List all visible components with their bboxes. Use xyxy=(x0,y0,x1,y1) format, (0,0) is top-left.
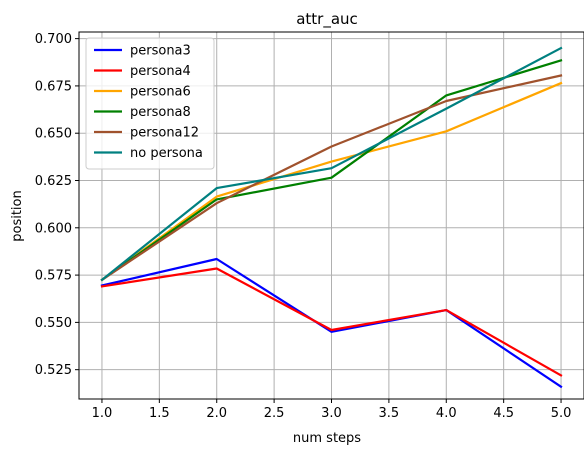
y-tick-label: 0.525 xyxy=(35,363,72,378)
series-line-persona3 xyxy=(100,257,563,389)
x-tick-label: 4.0 xyxy=(436,406,457,421)
legend-label: no persona xyxy=(130,146,203,161)
legend: persona3 persona4 persona6 persona8 persona1… xyxy=(85,37,215,170)
y-tick-label: 0.550 xyxy=(35,316,72,331)
x-tick-label: 2.0 xyxy=(206,406,227,421)
x-tick-label: 3.5 xyxy=(379,406,400,421)
x-axis-label: num steps xyxy=(293,431,361,446)
grid xyxy=(79,32,584,399)
legend-label: persona8 xyxy=(130,105,191,120)
y-axis-ticks: 0.525 0.550 0.575 0.600 0.625 0.650 0.675 0.700 xyxy=(35,32,79,378)
legend-label: persona4 xyxy=(130,64,191,79)
series-line-persona6 xyxy=(100,81,563,282)
legend-label: persona12 xyxy=(130,126,199,141)
x-tick-label: 3.0 xyxy=(321,406,342,421)
series-line-persona12 xyxy=(100,74,563,282)
y-tick-label: 0.675 xyxy=(35,79,72,94)
series-line-persona8 xyxy=(100,59,563,282)
series-line-no-persona xyxy=(100,46,563,282)
y-tick-label: 0.575 xyxy=(35,269,72,284)
series-lines xyxy=(100,46,563,389)
x-tick-label: 1.5 xyxy=(149,406,170,421)
y-axis-label: position xyxy=(10,190,25,242)
chart-title: attr_auc xyxy=(296,10,358,29)
y-tick-label: 0.700 xyxy=(35,32,72,47)
legend-label: persona6 xyxy=(130,85,191,100)
y-tick-label: 0.625 xyxy=(35,174,72,189)
x-tick-label: 2.5 xyxy=(264,406,285,421)
x-tick-label: 1.0 xyxy=(92,406,113,421)
y-tick-label: 0.600 xyxy=(35,221,72,236)
series-line-persona4 xyxy=(100,267,563,377)
y-tick-label: 0.650 xyxy=(35,127,72,142)
x-axis-ticks: 1.0 1.5 2.0 2.5 3.0 3.5 4.0 4.5 5.0 xyxy=(92,399,572,421)
x-tick-label: 4.5 xyxy=(493,406,514,421)
legend-label: persona3 xyxy=(130,44,191,59)
x-tick-label: 5.0 xyxy=(551,406,572,421)
